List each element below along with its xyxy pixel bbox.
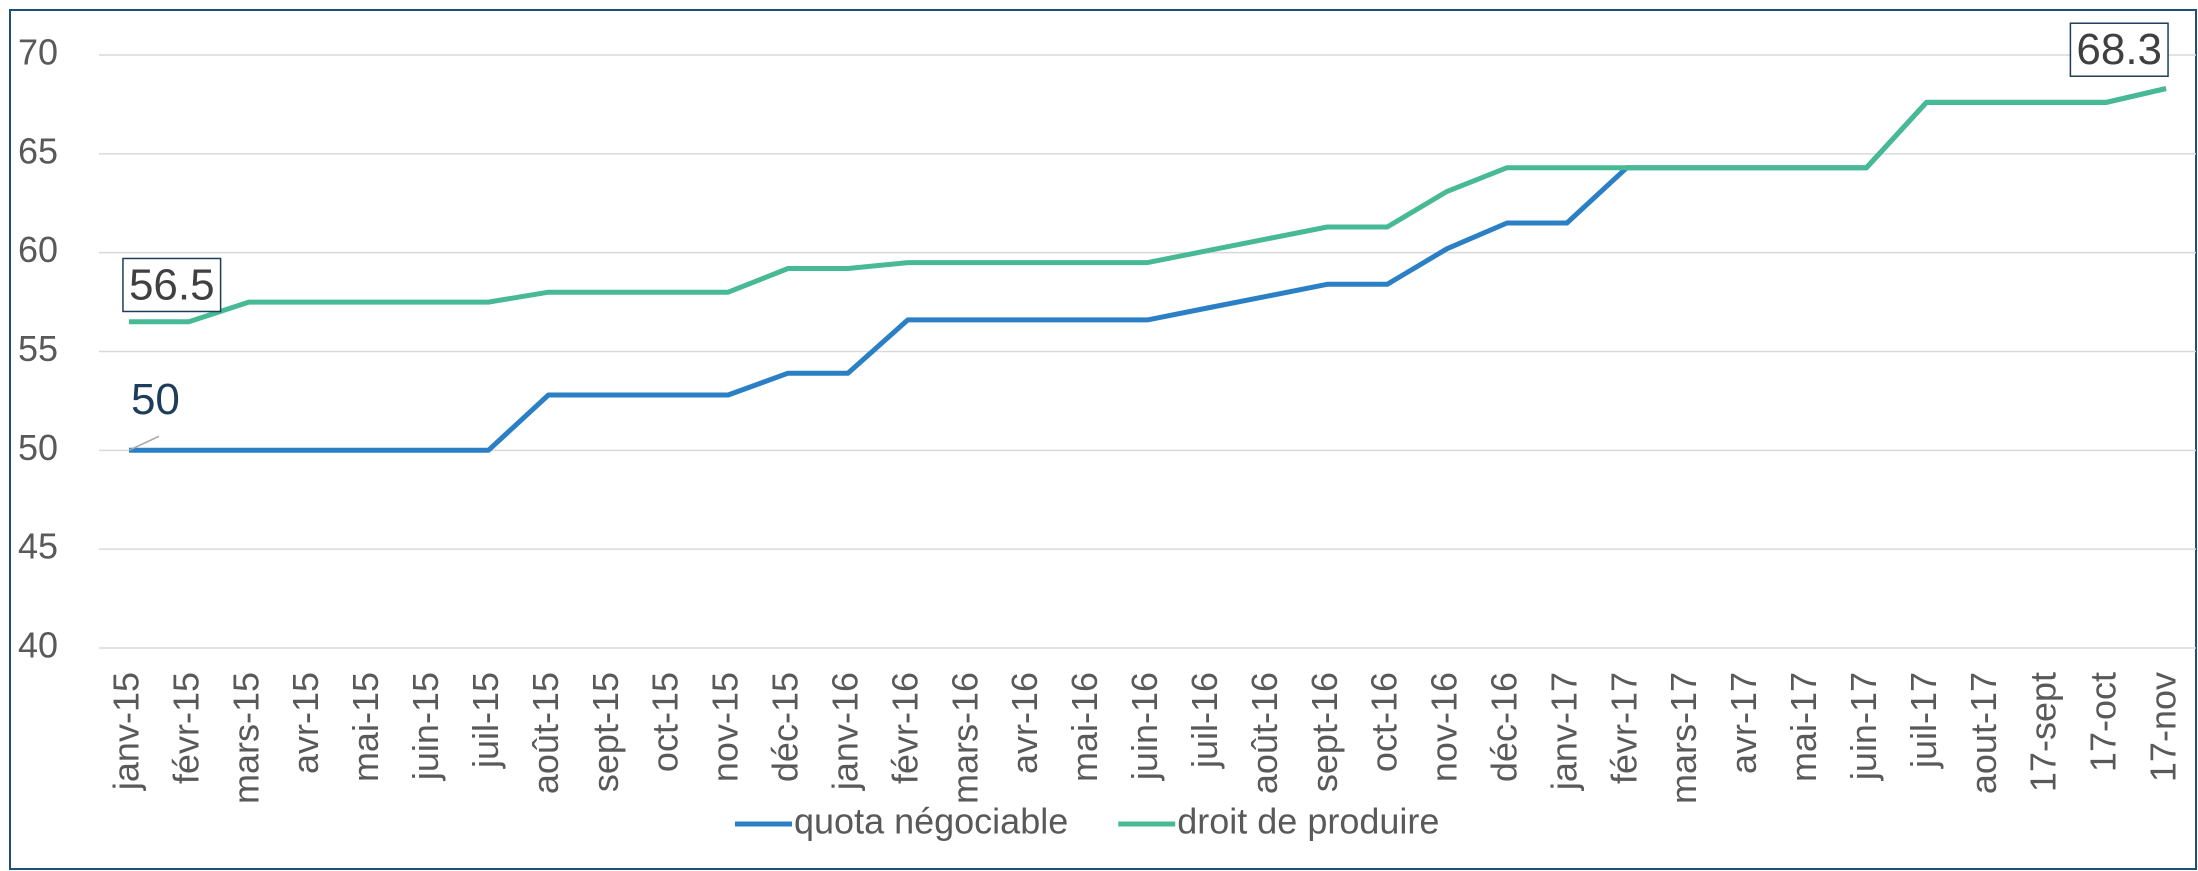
x-tick-label: avr-16 — [1004, 672, 1045, 774]
x-tick-label: févr-17 — [1603, 672, 1644, 784]
data-label-box — [2069, 22, 2169, 77]
x-tick-label: févr-15 — [165, 672, 206, 784]
y-tick-label: 60 — [18, 229, 58, 270]
chart-frame — [9, 9, 2197, 870]
x-tick-label: 17-sept — [2023, 672, 2064, 792]
x-tick-label: déc-16 — [1484, 672, 1525, 782]
y-tick-label: 50 — [18, 427, 58, 468]
data-label: 56.5 — [129, 260, 215, 309]
data-label: 50 — [131, 375, 180, 424]
x-tick-label: juil-17 — [1903, 672, 1944, 769]
x-tick-label: juin-17 — [1843, 672, 1884, 781]
x-tick-label: avr-17 — [1723, 672, 1764, 774]
x-tick-label: mars-15 — [225, 672, 266, 804]
y-tick-label: 45 — [18, 526, 58, 567]
x-tick-label: août-16 — [1244, 672, 1285, 794]
x-tick-label: oct-16 — [1364, 672, 1405, 772]
data-label: 68.3 — [2076, 25, 2162, 74]
x-tick-label: nov-16 — [1424, 672, 1465, 782]
x-tick-label: janv-15 — [105, 672, 146, 791]
y-tick-label: 40 — [18, 625, 58, 666]
x-tick-label: août-15 — [525, 672, 566, 794]
x-tick-label: sept-16 — [1304, 672, 1345, 792]
x-tick-label: avr-15 — [285, 672, 326, 774]
x-tick-label: déc-15 — [765, 672, 806, 782]
x-tick-label: mars-17 — [1663, 672, 1704, 804]
y-tick-label: 70 — [18, 32, 58, 73]
y-tick-label: 55 — [18, 328, 58, 369]
x-tick-label: mai-15 — [345, 672, 386, 782]
label-leader — [128, 435, 160, 452]
x-tick-label: juin-15 — [405, 672, 446, 781]
y-tick-label: 65 — [18, 130, 58, 171]
x-tick-label: 17-nov — [2143, 672, 2184, 782]
legend-label: droit de produire — [1177, 801, 1439, 842]
series-line — [129, 86, 2167, 325]
legend-label: quota négociable — [794, 801, 1068, 842]
x-tick-label: juin-16 — [1124, 672, 1165, 781]
x-tick-label: juil-16 — [1184, 672, 1225, 769]
x-tick-label: mars-16 — [944, 672, 985, 804]
x-tick-label: nov-15 — [705, 672, 746, 782]
x-tick-label: févr-16 — [884, 672, 925, 784]
x-tick-label: oct-15 — [645, 672, 686, 772]
x-tick-label: janv-17 — [1543, 672, 1584, 791]
x-tick-label: juil-15 — [465, 672, 506, 769]
x-tick-label: aout-17 — [1963, 672, 2004, 794]
x-tick-label: janv-16 — [824, 672, 865, 791]
x-tick-label: mai-17 — [1783, 672, 1824, 782]
x-tick-label: sept-15 — [585, 672, 626, 792]
x-tick-label: 17-oct — [2083, 672, 2124, 772]
data-label-box — [122, 257, 222, 313]
x-tick-label: mai-16 — [1064, 672, 1105, 782]
series-line — [129, 86, 2167, 453]
